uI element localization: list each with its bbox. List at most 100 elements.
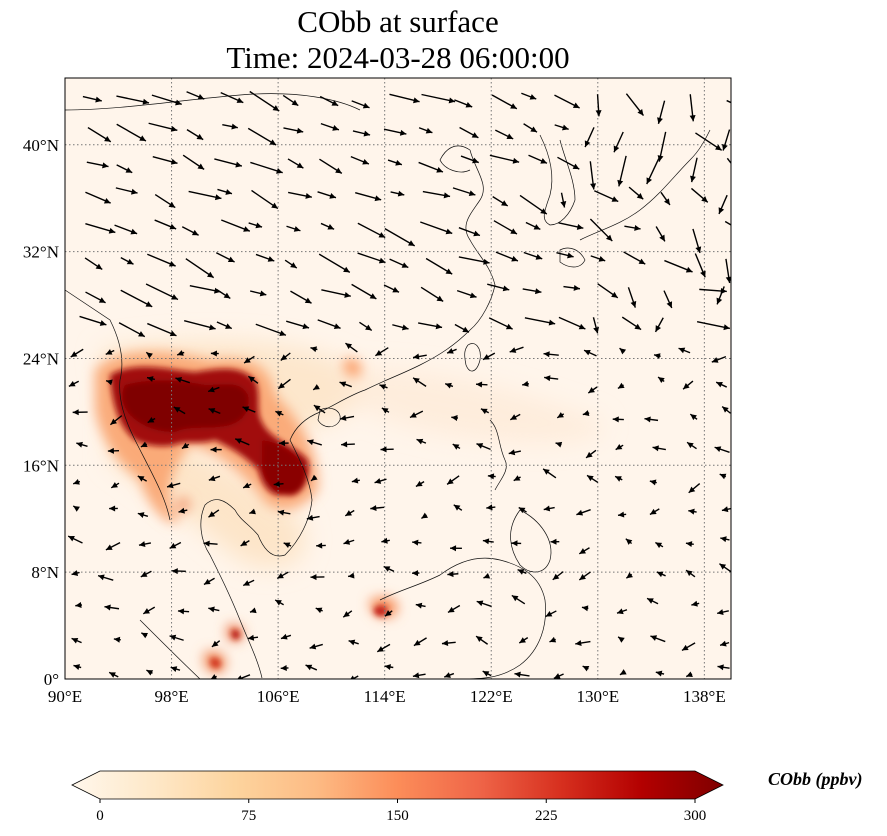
map-title: CObb at surface Time: 2024-03-28 06:00:0… bbox=[0, 4, 796, 76]
wind-arrow-head bbox=[415, 480, 423, 487]
wind-arrow-head bbox=[197, 94, 205, 100]
wind-arrow-head bbox=[611, 291, 618, 298]
colorbar-tick-label: 150 bbox=[386, 808, 409, 824]
wind-arrow-head bbox=[615, 476, 622, 482]
wind-arrow-head bbox=[683, 383, 690, 390]
wind-arrow-head bbox=[443, 192, 451, 199]
wind-arrow-head bbox=[278, 382, 285, 389]
wind-arrow-head bbox=[243, 580, 250, 586]
wind-arrow-head bbox=[560, 201, 567, 208]
lat-tick-label: 32°N bbox=[23, 243, 59, 262]
wind-arrow-head bbox=[617, 608, 624, 615]
wind-arrow-head bbox=[722, 406, 729, 413]
wind-arrow-head bbox=[593, 326, 600, 334]
wind-arrow-head bbox=[572, 163, 580, 170]
lat-tick-label: 8°N bbox=[31, 563, 59, 582]
wind-arrow-head bbox=[236, 97, 244, 103]
wind-arrow-head bbox=[644, 416, 651, 423]
wind-arrow-head bbox=[305, 193, 312, 199]
wind-arrow-head bbox=[721, 506, 729, 513]
wind-arrow-head bbox=[276, 168, 283, 174]
wind-arrow-head bbox=[145, 301, 153, 307]
wind-arrow-head bbox=[445, 382, 452, 389]
wind-arrow-head bbox=[718, 207, 725, 214]
wind-arrow-head bbox=[584, 140, 591, 148]
wind-arrow-head bbox=[306, 514, 314, 521]
wind-arrow-head bbox=[617, 179, 624, 187]
wind-arrow-head bbox=[695, 246, 702, 253]
wind-vector-field bbox=[67, 90, 749, 679]
colorbar-tick-label: 225 bbox=[535, 808, 558, 824]
wind-arrow-head bbox=[170, 158, 178, 165]
wind-arrow-head bbox=[742, 328, 749, 334]
wind-arrow-head bbox=[377, 646, 384, 652]
wind-arrow-head bbox=[296, 162, 304, 169]
wind-arrow-head bbox=[130, 228, 138, 235]
wind-arrow-head bbox=[277, 572, 284, 579]
wind-arrow-head bbox=[280, 633, 288, 640]
wind-arrow-head bbox=[586, 451, 593, 458]
wind-arrow-head bbox=[345, 343, 353, 350]
wind-arrow-head bbox=[146, 670, 154, 676]
wind-arrow-head bbox=[722, 143, 728, 151]
lon-tick-label: 114°E bbox=[364, 687, 406, 706]
wind-arrow-head bbox=[70, 351, 78, 358]
wind-arrow-head bbox=[734, 102, 741, 107]
wind-arrow-head bbox=[605, 234, 613, 242]
wind-arrow-head bbox=[313, 405, 321, 412]
wind-arrow-head bbox=[555, 441, 563, 448]
wind-arrow-head bbox=[469, 292, 477, 299]
wind-arrow-head bbox=[310, 346, 318, 353]
wind-arrow-head bbox=[210, 674, 217, 679]
wind-arrow-head bbox=[518, 507, 526, 514]
wind-arrow-head bbox=[686, 570, 693, 577]
wind-arrow-head bbox=[277, 509, 285, 516]
wind-arrow-head bbox=[375, 349, 383, 356]
wind-arrow-head bbox=[719, 563, 727, 570]
lon-tick-label: 90°E bbox=[48, 687, 82, 706]
wind-arrow-head bbox=[447, 606, 455, 613]
wind-arrow-head bbox=[659, 234, 665, 242]
wind-arrow-shaft bbox=[724, 220, 731, 226]
wind-arrow-head bbox=[362, 102, 370, 109]
wind-arrow-head bbox=[104, 604, 111, 611]
wind-arrow-head bbox=[691, 600, 698, 607]
japan-honshu bbox=[579, 129, 711, 241]
wind-arrow-head bbox=[690, 414, 697, 421]
wind-arrow-head bbox=[453, 504, 461, 511]
wind-arrow-head bbox=[533, 224, 541, 230]
wind-arrow-head bbox=[700, 270, 706, 278]
wind-arrow-head bbox=[331, 100, 339, 106]
wind-arrow-head bbox=[275, 410, 283, 417]
wind-arrow-head bbox=[552, 573, 560, 580]
sumatra bbox=[139, 619, 201, 679]
wind-arrow-head bbox=[381, 407, 389, 414]
wind-arrow-head bbox=[273, 481, 280, 488]
wind-arrow-head bbox=[68, 380, 76, 387]
wind-arrow-head bbox=[171, 568, 178, 575]
wind-arrow-head bbox=[332, 125, 339, 131]
map-frame bbox=[64, 77, 732, 680]
wind-arrow-head bbox=[310, 474, 318, 481]
wind-arrow-head bbox=[545, 611, 553, 617]
wind-arrow-head bbox=[208, 511, 216, 518]
lon-tick-label: 122°E bbox=[470, 687, 513, 706]
wind-arrow-head bbox=[505, 323, 513, 330]
wind-arrow-head bbox=[441, 640, 449, 647]
coastlines bbox=[65, 93, 711, 679]
wind-arrow-head bbox=[283, 542, 291, 549]
wind-arrow-head bbox=[579, 574, 586, 580]
wind-arrow-head bbox=[413, 97, 420, 104]
wind-arrow-head bbox=[280, 354, 288, 361]
wind-arrow-head bbox=[483, 572, 491, 579]
wind-arrow-head bbox=[291, 99, 299, 106]
axis-ticks: 90°E 98°E 106°E 114°E 122°E 130°E 138°E 0° 8°N 16… bbox=[23, 136, 726, 706]
wind-arrow-head bbox=[483, 258, 490, 265]
wind-arrow-head bbox=[476, 600, 484, 607]
wind-arrow-head bbox=[553, 673, 561, 679]
wind-arrow-head bbox=[649, 479, 657, 486]
wind-arrow-head bbox=[579, 548, 586, 554]
wind-arrow-head bbox=[540, 158, 547, 164]
wind-arrow-head bbox=[178, 507, 186, 514]
wind-arrow-head bbox=[75, 602, 82, 608]
